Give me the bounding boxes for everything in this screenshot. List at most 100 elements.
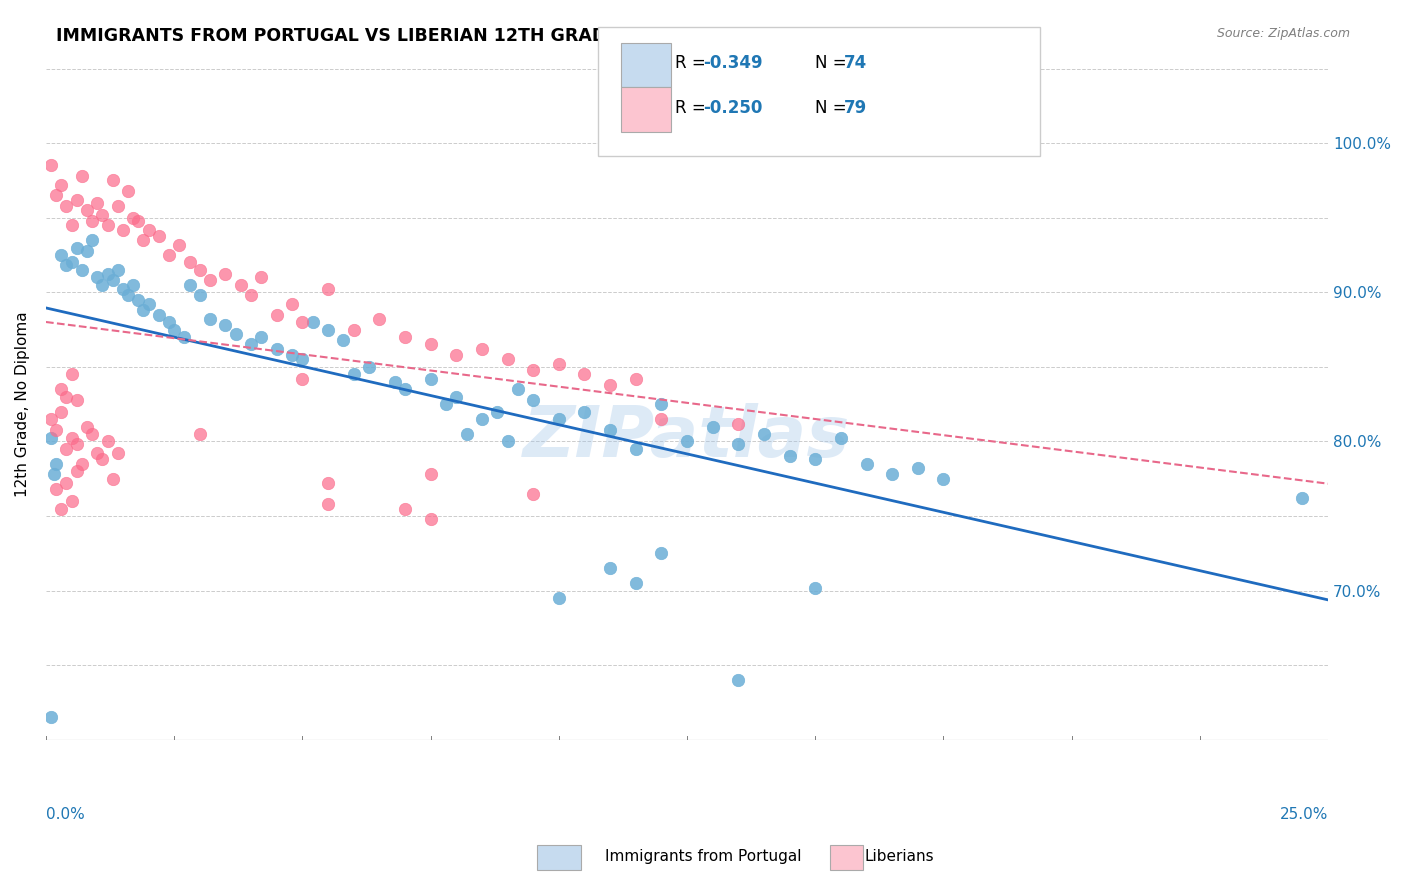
Point (394, 501, 416, 516)
Point (599, 423, 621, 437)
Text: ZIPatlas: ZIPatlas (523, 403, 851, 472)
Point (39, 412, 62, 426)
Point (39, 432, 62, 446)
Point (599, 377, 621, 392)
Text: -0.349: -0.349 (703, 54, 762, 72)
Point (291, 315, 314, 329)
Point (188, 263, 211, 277)
Point (107, 263, 129, 277)
Point (76, 419, 98, 434)
Point (70, 457, 93, 471)
Point (650, 412, 672, 426)
Point (111, 222, 134, 236)
Point (55, 390, 77, 404)
Point (132, 233, 155, 247)
Point (66, 240, 89, 254)
Point (198, 312, 221, 326)
Point (932, 472, 955, 486)
Point (214, 318, 236, 332)
Point (266, 308, 288, 322)
Point (522, 392, 544, 407)
Point (91, 452, 114, 467)
Point (127, 213, 149, 227)
Point (179, 255, 201, 269)
Point (66, 193, 89, 207)
Point (419, 512, 441, 526)
Point (60, 494, 83, 508)
Point (522, 486, 544, 500)
Point (96, 434, 118, 449)
Point (45, 423, 67, 437)
Point (250, 330, 273, 344)
Point (240, 337, 263, 351)
Point (122, 211, 145, 225)
Point (624, 372, 647, 386)
Point (96, 218, 118, 232)
Point (446, 348, 468, 362)
Point (855, 457, 877, 471)
Point (76, 203, 98, 218)
Point (60, 218, 83, 232)
Point (624, 442, 647, 456)
Point (506, 382, 529, 396)
Point (86, 270, 108, 285)
Point (471, 342, 494, 356)
Point (82, 427, 104, 442)
Point (266, 342, 288, 356)
Point (148, 228, 170, 243)
Point (394, 330, 416, 344)
Point (107, 446, 129, 460)
Point (179, 277, 201, 292)
Point (51, 501, 73, 516)
Point (496, 434, 519, 449)
Point (291, 372, 314, 386)
Point (91, 208, 114, 222)
Point (60, 368, 83, 382)
Point (157, 248, 180, 262)
Point (173, 330, 195, 344)
Point (86, 446, 108, 460)
Point (148, 308, 170, 322)
Y-axis label: 12th Grade, No Diploma: 12th Grade, No Diploma (15, 311, 30, 497)
Point (281, 297, 304, 311)
Text: 79: 79 (844, 99, 868, 117)
Text: Liberians: Liberians (865, 849, 935, 863)
Point (138, 297, 160, 311)
Text: R =: R = (675, 54, 711, 72)
Point (434, 397, 457, 411)
Point (727, 417, 749, 431)
Point (752, 427, 775, 442)
Point (343, 368, 366, 382)
Point (702, 419, 724, 434)
Point (60, 255, 83, 269)
Point (66, 464, 89, 478)
Point (359, 359, 381, 374)
Point (51, 382, 73, 396)
Point (332, 333, 354, 347)
Point (316, 497, 339, 511)
Point (394, 382, 416, 396)
Point (188, 288, 211, 302)
Point (101, 472, 124, 486)
Point (70, 263, 93, 277)
Point (55, 199, 77, 213)
Point (60, 432, 83, 446)
Point (547, 357, 569, 371)
Point (1291, 491, 1313, 505)
Text: R =: R = (675, 99, 711, 117)
Point (198, 273, 221, 287)
Point (727, 437, 749, 451)
Point (574, 404, 596, 418)
Point (111, 282, 134, 296)
Point (599, 561, 621, 575)
Point (66, 437, 89, 451)
Point (101, 173, 124, 187)
Point (82, 233, 104, 247)
Point (42, 467, 65, 482)
Point (55, 476, 77, 491)
Point (39, 159, 62, 173)
Point (343, 322, 366, 336)
Text: 25.0%: 25.0% (1279, 807, 1329, 822)
Point (804, 452, 827, 467)
Point (55, 259, 77, 273)
